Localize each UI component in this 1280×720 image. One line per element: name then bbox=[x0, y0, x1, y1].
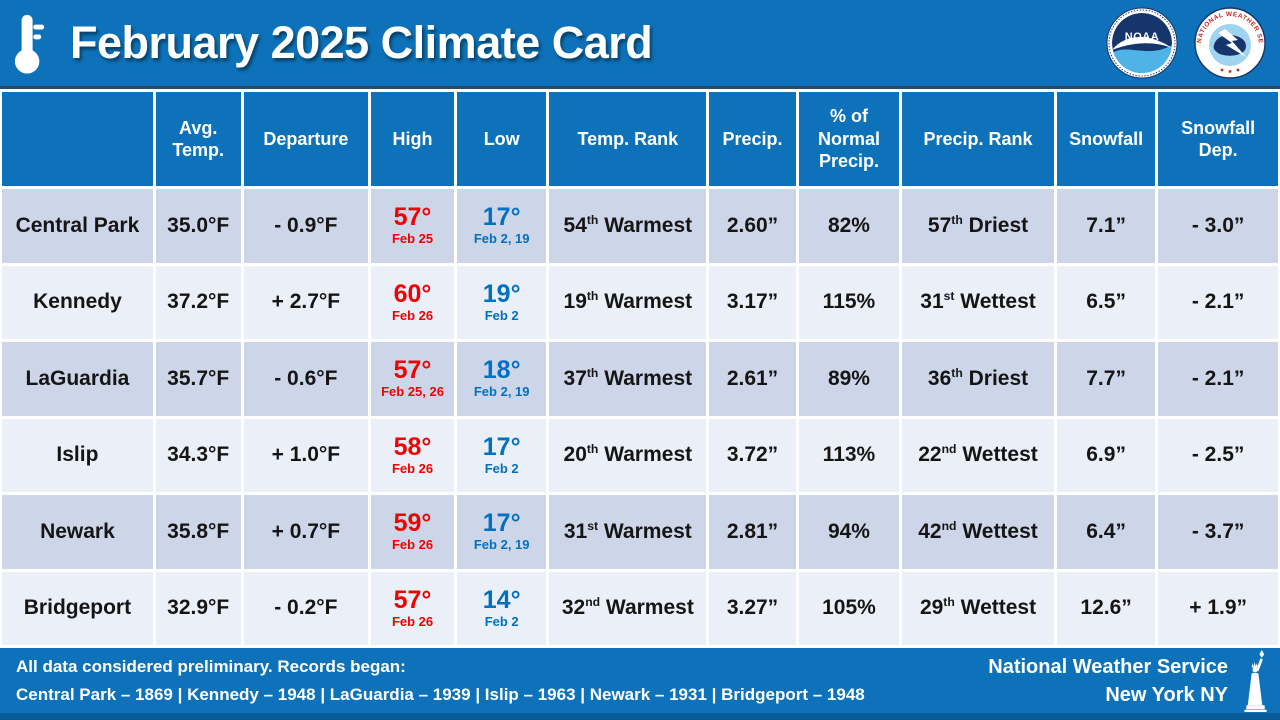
low-temp-cell: 17° Feb 2, 19 bbox=[456, 189, 547, 263]
footer-org-name: National Weather Service bbox=[988, 655, 1228, 678]
precip-rank-cell: 31st Wettest bbox=[902, 265, 1054, 339]
pct-normal-precip-value: 94% bbox=[798, 495, 900, 569]
station-name: Kennedy bbox=[2, 265, 153, 339]
pct-normal-precip-value: 113% bbox=[798, 418, 900, 492]
high-temp-cell: 60° Feb 26 bbox=[371, 265, 454, 339]
corner-header bbox=[2, 92, 153, 186]
departure-value: - 0.2°F bbox=[243, 571, 369, 645]
precip-value: 2.61” bbox=[709, 342, 796, 416]
precip-value: 2.81” bbox=[709, 495, 796, 569]
noaa-logo: NOAA bbox=[1106, 7, 1178, 79]
temp-rank-cell: 54th Warmest bbox=[549, 189, 707, 263]
high-temp-cell: 59° Feb 26 bbox=[371, 495, 454, 569]
station-name: LaGuardia bbox=[2, 342, 153, 416]
svg-text:NOAA: NOAA bbox=[1125, 31, 1159, 43]
station-name: Islip bbox=[2, 418, 153, 492]
low-temp-cell: 17° Feb 2, 19 bbox=[456, 495, 547, 569]
temp-rank-cell: 37th Warmest bbox=[549, 342, 707, 416]
banner-divider bbox=[0, 86, 1280, 89]
precip-rank-cell: 36th Driest bbox=[902, 342, 1054, 416]
station-name: Newark bbox=[2, 495, 153, 569]
low-temp-cell: 18° Feb 2, 19 bbox=[456, 342, 547, 416]
pct-normal-precip-value: 105% bbox=[798, 571, 900, 645]
footer-office-block: National Weather Service New York NY bbox=[988, 653, 1228, 709]
station-name: Central Park bbox=[2, 189, 153, 263]
col-header-temp-rank: Temp. Rank bbox=[549, 92, 707, 186]
footer-banner: All data considered preliminary. Records… bbox=[0, 648, 1280, 720]
temp-rank-cell: 31st Warmest bbox=[549, 495, 707, 569]
low-temp-cell: 19° Feb 2 bbox=[456, 265, 547, 339]
precip-value: 3.27” bbox=[709, 571, 796, 645]
departure-value: + 1.0°F bbox=[243, 418, 369, 492]
col-header-departure: Departure bbox=[243, 92, 369, 186]
col-header-precip-rank: Precip. Rank bbox=[902, 92, 1054, 186]
snowfall-value: 6.5” bbox=[1056, 265, 1156, 339]
avg-temp-value: 35.8°F bbox=[155, 495, 241, 569]
precip-rank-cell: 22nd Wettest bbox=[902, 418, 1054, 492]
snowfall-value: 6.4” bbox=[1056, 495, 1156, 569]
low-temp-cell: 14° Feb 2 bbox=[456, 571, 547, 645]
page-title: February 2025 Climate Card bbox=[70, 17, 653, 68]
nws-logo: NATIONAL WEATHER SERVICE bbox=[1194, 7, 1266, 79]
temp-rank-cell: 32nd Warmest bbox=[549, 571, 707, 645]
pct-normal-precip-value: 82% bbox=[798, 189, 900, 263]
precip-value: 2.60” bbox=[709, 189, 796, 263]
snowfall-departure-value: - 2.1” bbox=[1158, 265, 1278, 339]
footer-records-began: Central Park – 1869 | Kennedy – 1948 | L… bbox=[16, 684, 865, 704]
snowfall-value: 7.7” bbox=[1056, 342, 1156, 416]
col-header-low: Low bbox=[456, 92, 547, 186]
col-header-of-normal-precip: % of Normal Precip. bbox=[798, 92, 900, 186]
pct-normal-precip-value: 115% bbox=[798, 265, 900, 339]
snowfall-value: 6.9” bbox=[1056, 418, 1156, 492]
climate-table: Avg. Temp. Departure High Low Temp. Rank Prec… bbox=[0, 89, 1280, 648]
pct-normal-precip-value: 89% bbox=[798, 342, 900, 416]
precip-rank-cell: 42nd Wettest bbox=[902, 495, 1054, 569]
col-header-snowfall-dep: Snowfall Dep. bbox=[1158, 92, 1278, 186]
departure-value: + 0.7°F bbox=[243, 495, 369, 569]
avg-temp-value: 35.7°F bbox=[155, 342, 241, 416]
snowfall-departure-value: - 3.7” bbox=[1158, 495, 1278, 569]
high-temp-cell: 57° Feb 26 bbox=[371, 571, 454, 645]
avg-temp-value: 32.9°F bbox=[155, 571, 241, 645]
precip-rank-cell: 29th Wettest bbox=[902, 571, 1054, 645]
departure-value: - 0.9°F bbox=[243, 189, 369, 263]
high-temp-cell: 57° Feb 25 bbox=[371, 189, 454, 263]
low-temp-cell: 17° Feb 2 bbox=[456, 418, 547, 492]
top-banner: February 2025 Climate Card NOAA NATIONAL… bbox=[0, 0, 1280, 86]
departure-value: - 0.6°F bbox=[243, 342, 369, 416]
snowfall-value: 7.1” bbox=[1056, 189, 1156, 263]
avg-temp-value: 37.2°F bbox=[155, 265, 241, 339]
high-temp-cell: 58° Feb 26 bbox=[371, 418, 454, 492]
snowfall-departure-value: - 3.0” bbox=[1158, 189, 1278, 263]
temp-rank-cell: 20th Warmest bbox=[549, 418, 707, 492]
col-header-precip: Precip. bbox=[709, 92, 796, 186]
thermometer-icon bbox=[14, 14, 45, 74]
col-header-high: High bbox=[371, 92, 454, 186]
footer-office-name: New York NY bbox=[1105, 683, 1228, 706]
footer-notes: All data considered preliminary. Records… bbox=[16, 653, 974, 707]
precip-value: 3.72” bbox=[709, 418, 796, 492]
snowfall-departure-value: - 2.1” bbox=[1158, 342, 1278, 416]
departure-value: + 2.7°F bbox=[243, 265, 369, 339]
high-temp-cell: 57° Feb 25, 26 bbox=[371, 342, 454, 416]
temp-rank-cell: 19th Warmest bbox=[549, 265, 707, 339]
footer-preliminary-note: All data considered preliminary. Records… bbox=[16, 657, 406, 677]
snowfall-departure-value: - 2.5” bbox=[1158, 418, 1278, 492]
station-name: Bridgeport bbox=[2, 571, 153, 645]
snowfall-departure-value: + 1.9” bbox=[1158, 571, 1278, 645]
avg-temp-value: 34.3°F bbox=[155, 418, 241, 492]
avg-temp-value: 35.0°F bbox=[155, 189, 241, 263]
precip-rank-cell: 57th Driest bbox=[902, 189, 1054, 263]
precip-value: 3.17” bbox=[709, 265, 796, 339]
col-header-avg-temp: Avg. Temp. bbox=[155, 92, 241, 186]
col-header-snowfall: Snowfall bbox=[1056, 92, 1156, 186]
snowfall-value: 12.6” bbox=[1056, 571, 1156, 645]
statue-of-liberty-icon bbox=[1244, 649, 1267, 712]
